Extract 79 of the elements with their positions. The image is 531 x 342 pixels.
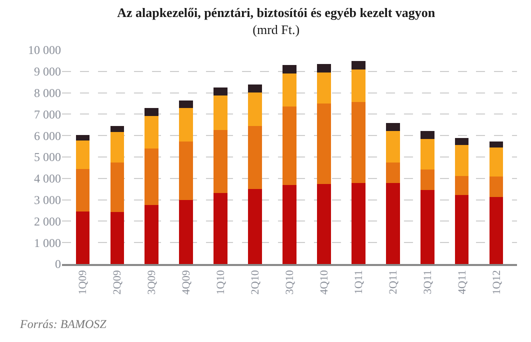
bar: [144, 148, 159, 206]
x-tick-label: 4Q11: [456, 270, 468, 294]
bar: [248, 84, 262, 93]
bar: [144, 108, 159, 116]
bar: [248, 92, 262, 126]
bar: [179, 141, 193, 200]
bar: [317, 104, 331, 184]
y-tick-label: 3 000: [34, 193, 61, 207]
bar: [454, 145, 469, 176]
bar: [352, 182, 366, 264]
y-tick-label: 8 000: [34, 86, 61, 100]
bar: [454, 138, 469, 146]
bar: [214, 96, 228, 130]
y-tick-label: 9 000: [34, 64, 61, 79]
bar: [489, 197, 504, 264]
bar: [144, 116, 159, 148]
bar: [317, 184, 331, 264]
bar: [454, 195, 469, 264]
bar: [420, 170, 434, 190]
bar: [317, 64, 331, 72]
x-tick-label: 3Q11: [422, 270, 434, 294]
bar: [144, 205, 159, 264]
chart-subtitle: (mrd Ft.): [252, 22, 300, 37]
y-tick-label: 2 000: [34, 214, 61, 228]
chart-title: Az alapkezelői, pénztári, biztosítói és egyéb kezelt vagyon: [117, 5, 436, 20]
bar: [420, 190, 434, 264]
x-tick-label: 1Q12: [490, 270, 503, 295]
bar: [282, 73, 296, 107]
x-tick-label: 1Q11: [353, 270, 366, 294]
bar: [386, 182, 400, 264]
y-tick-label: 0: [55, 257, 61, 272]
bar: [454, 176, 469, 196]
y-tick-label: 5 000: [34, 150, 61, 164]
bar: [489, 141, 504, 148]
bar: [248, 126, 262, 189]
bar: [248, 188, 262, 264]
bar: [76, 135, 90, 140]
x-tick-label: 4Q09: [180, 270, 193, 295]
bar: [76, 140, 90, 169]
bar: [76, 168, 90, 212]
bar: [420, 131, 434, 140]
x-tick-label: 2Q10: [250, 270, 262, 295]
bar: [110, 132, 124, 163]
bar: [110, 126, 124, 132]
bar: [386, 131, 400, 163]
y-tick-label: 7 000: [34, 107, 61, 122]
y-tick-label: 10 000: [28, 43, 61, 58]
bar: [386, 122, 400, 132]
bar: [352, 102, 366, 183]
bar: [214, 130, 228, 193]
x-tick-label: 2Q09: [112, 270, 124, 295]
bar: [282, 106, 296, 185]
x-tick-label: 4Q10: [318, 270, 331, 295]
x-tick-label: 1Q09: [77, 270, 90, 295]
y-tick-label: 1 000: [34, 236, 61, 250]
x-tick-label: 1Q10: [215, 270, 228, 295]
y-tick-label: 4 000: [34, 172, 61, 186]
bar: [76, 211, 90, 264]
bar: [386, 162, 400, 183]
bar: [489, 147, 504, 177]
x-tick-label: 2Q11: [387, 270, 400, 294]
bar: [179, 100, 193, 108]
bar: [282, 65, 296, 74]
bar: [110, 162, 124, 212]
y-tick-label: 6 000: [34, 128, 61, 143]
x-tick-label: 3Q09: [146, 270, 158, 295]
bar: [179, 200, 193, 264]
bar: [214, 87, 228, 96]
bar: [282, 184, 296, 264]
bar: [214, 192, 228, 264]
bar: [110, 212, 124, 264]
bar: [179, 108, 193, 142]
text: Forrás: BAMOSZ: [19, 317, 107, 331]
bar: [317, 72, 331, 104]
bar: [352, 61, 366, 70]
bar: [352, 69, 366, 102]
x-tick-label: 3Q10: [284, 270, 296, 295]
bar: [489, 176, 504, 198]
bar: [420, 139, 434, 170]
